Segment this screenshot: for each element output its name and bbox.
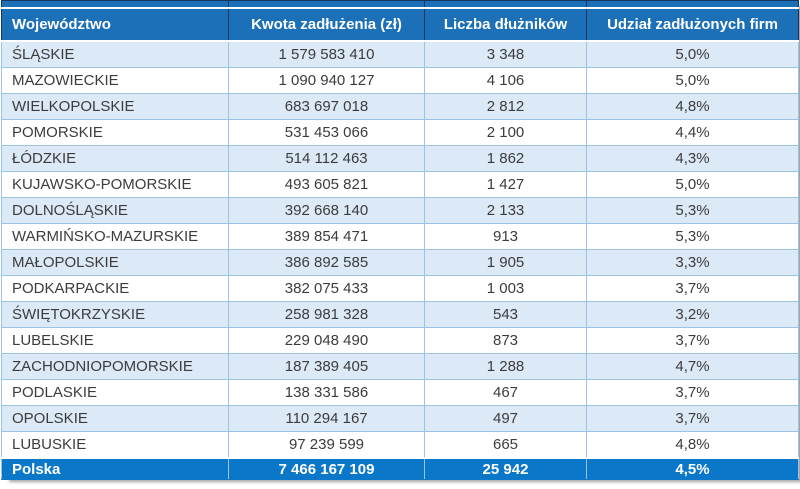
cell-share: 3,7% [586,379,799,406]
cell-region: WARMIŃSKO-MAZURSKIE [1,223,229,250]
accent-bar-segment [424,0,587,9]
cell-debtors: 1 003 [424,275,587,302]
cell-debtors: 3 348 [424,40,587,68]
table-row: PODKARPACKIE 382 075 433 1 003 3,7% [1,275,799,302]
cell-debt: 110 294 167 [228,405,425,432]
cell-share: 3,7% [586,405,799,432]
cell-debt: 683 697 018 [228,93,425,120]
header-row: Województwo Kwota zadłużenia (zł) Liczba… [1,7,799,42]
cell-debtors: 1 288 [424,353,587,380]
cell-debtors: 913 [424,223,587,250]
cell-debtors: 1 905 [424,249,587,276]
cell-debt: 386 892 585 [228,249,425,276]
table-row: LUBELSKIE 229 048 490 873 3,7% [1,327,799,354]
table-row: MAZOWIECKIE 1 090 940 127 4 106 5,0% [1,67,799,94]
cell-region: POMORSKIE [1,119,229,146]
cell-debt: 97 239 599 [228,431,425,459]
accent-bar-segment [228,0,425,9]
cell-share: 3,7% [586,327,799,354]
cell-region: LUBUSKIE [1,431,229,459]
cell-region: WIELKOPOLSKIE [1,93,229,120]
accent-bar-segment [586,0,799,9]
cell-debt: 229 048 490 [228,327,425,354]
cell-region: MAZOWIECKIE [1,67,229,94]
cell-region: KUJAWSKO-POMORSKIE [1,171,229,198]
cell-region: LUBELSKIE [1,327,229,354]
cell-share: 5,0% [586,171,799,198]
table-row: WARMIŃSKO-MAZURSKIE 389 854 471 913 5,3% [1,223,799,250]
cell-share: 4,8% [586,431,799,459]
cell-share: 4,3% [586,145,799,172]
cell-debtors: 665 [424,431,587,459]
cell-share: 4,7% [586,353,799,380]
cell-debt: 1 090 940 127 [228,67,425,94]
cell-share: 3,2% [586,301,799,328]
table-row: DOLNOŚLĄSKIE 392 668 140 2 133 5,3% [1,197,799,224]
total-debtors-value: 25 942 [424,457,587,480]
accent-bar-segment [1,0,229,9]
cell-region: MAŁOPOLSKIE [1,249,229,276]
cell-region: PODLASKIE [1,379,229,406]
cell-share: 5,0% [586,67,799,94]
table-row: KUJAWSKO-POMORSKIE 493 605 821 1 427 5,0% [1,171,799,198]
cell-debt: 258 981 328 [228,301,425,328]
cell-share: 4,8% [586,93,799,120]
cell-region: OPOLSKIE [1,405,229,432]
column-header-debtors: Liczba dłużników [424,7,587,42]
cell-debtors: 1 862 [424,145,587,172]
table-row: ZACHODNIOPOMORSKIE 187 389 405 1 288 4,7% [1,353,799,380]
table-row: OPOLSKIE 110 294 167 497 3,7% [1,405,799,432]
cell-debtors: 873 [424,327,587,354]
cell-debtors: 2 812 [424,93,587,120]
cell-region: ŚWIĘTOKRZYSKIE [1,301,229,328]
total-row: Polska 7 466 167 109 25 942 4,5% [1,457,799,480]
debt-by-voivodeship-table: Województwo Kwota zadłużenia (zł) Liczba… [1,0,799,480]
cell-debt: 493 605 821 [228,171,425,198]
cell-region: DOLNOŚLĄSKIE [1,197,229,224]
cell-share: 4,4% [586,119,799,146]
table-row: LUBUSKIE 97 239 599 665 4,8% [1,431,799,459]
table-row: MAŁOPOLSKIE 386 892 585 1 905 3,3% [1,249,799,276]
cell-debt: 514 112 463 [228,145,425,172]
cell-debtors: 4 106 [424,67,587,94]
cell-region: PODKARPACKIE [1,275,229,302]
column-header-region: Województwo [1,7,229,42]
cell-share: 3,7% [586,275,799,302]
cell-debt: 382 075 433 [228,275,425,302]
cell-debtors: 497 [424,405,587,432]
cell-share: 3,3% [586,249,799,276]
cell-region: ŚLĄSKIE [1,40,229,68]
cell-share: 5,0% [586,40,799,68]
cell-debtors: 543 [424,301,587,328]
cell-debt: 392 668 140 [228,197,425,224]
total-region-label: Polska [1,457,229,480]
cell-debt: 531 453 066 [228,119,425,146]
table-row: PODLASKIE 138 331 586 467 3,7% [1,379,799,406]
cell-debtors: 2 100 [424,119,587,146]
cell-region: ŁÓDZKIE [1,145,229,172]
cell-debt: 187 389 405 [228,353,425,380]
column-header-share: Udział zadłużonych firm [586,7,799,42]
table-body: ŚLĄSKIE 1 579 583 410 3 348 5,0% MAZOWIECKIE… [1,40,799,459]
total-share-value: 4,5% [586,457,799,480]
table-row: ŁÓDZKIE 514 112 463 1 862 4,3% [1,145,799,172]
cell-share: 5,3% [586,223,799,250]
cell-debtors: 1 427 [424,171,587,198]
cell-debt: 138 331 586 [228,379,425,406]
table-row: ŚLĄSKIE 1 579 583 410 3 348 5,0% [1,40,799,68]
total-debt-value: 7 466 167 109 [228,457,425,480]
cell-share: 5,3% [586,197,799,224]
cell-debt: 1 579 583 410 [228,40,425,68]
accent-bar [1,0,799,9]
column-header-debt: Kwota zadłużenia (zł) [228,7,425,42]
cell-debtors: 467 [424,379,587,406]
cell-region: ZACHODNIOPOMORSKIE [1,353,229,380]
table-row: WIELKOPOLSKIE 683 697 018 2 812 4,8% [1,93,799,120]
table-row: POMORSKIE 531 453 066 2 100 4,4% [1,119,799,146]
cell-debtors: 2 133 [424,197,587,224]
table-row: ŚWIĘTOKRZYSKIE 258 981 328 543 3,2% [1,301,799,328]
cell-debt: 389 854 471 [228,223,425,250]
